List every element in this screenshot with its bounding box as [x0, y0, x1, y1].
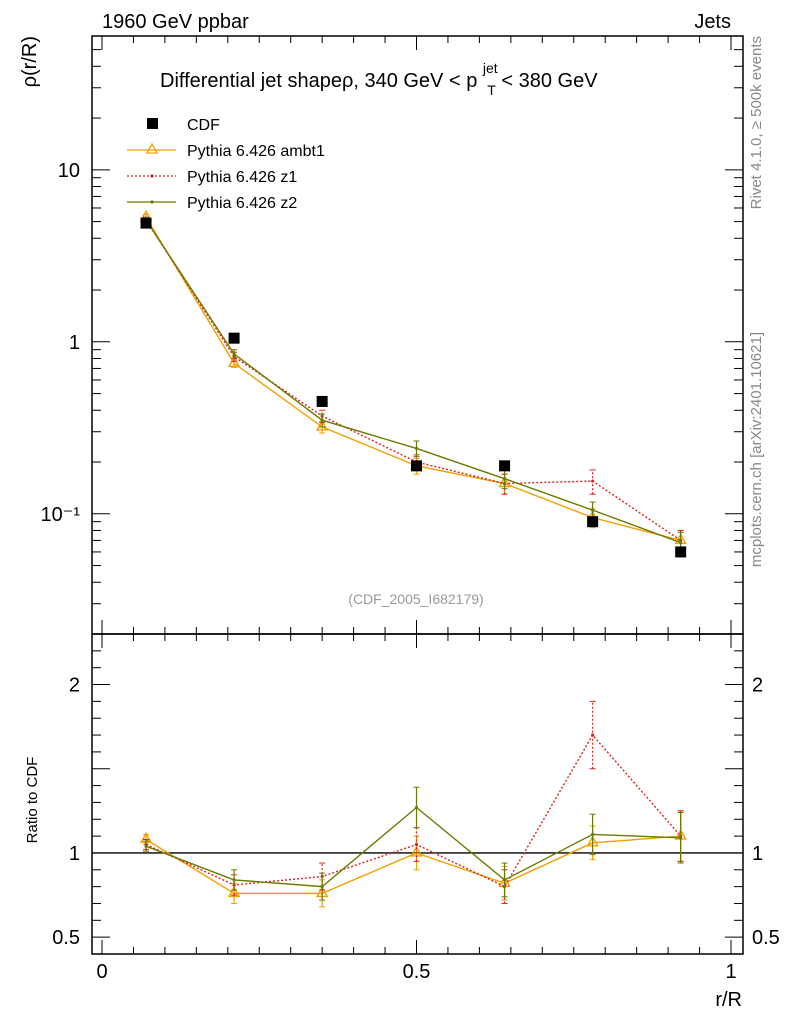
cdf-data-point — [499, 460, 511, 472]
ratio-series-layer — [139, 700, 687, 908]
cdf-data-point — [140, 217, 152, 229]
main-z2-marker — [502, 477, 507, 481]
y-tick-label: 10⁻¹ — [41, 504, 81, 526]
ratio-z2-marker — [502, 878, 507, 882]
main-axis-ticks: 10⁻¹ 1 10 — [41, 35, 743, 635]
title-sub: T — [487, 82, 496, 98]
main-z2-marker — [320, 418, 324, 422]
ratio-z1-marker — [414, 842, 419, 847]
legend-z2-label: Pythia 6.426 z2 — [187, 195, 297, 212]
main-z2-line — [145, 219, 681, 544]
x-tick-label: 0.5 — [403, 961, 431, 983]
legend-z1-marker — [150, 174, 154, 178]
ratio-z1-marker — [591, 733, 595, 737]
ratio-ambt1-line — [145, 835, 681, 895]
main-z1-marker — [591, 479, 595, 483]
title-suffix: < 380 GeV — [501, 70, 598, 92]
analysis-watermark: (CDF_2005_I682179) — [348, 591, 483, 607]
cdf-data-point — [675, 546, 687, 558]
y-axis-label: ρ(r/R) — [19, 36, 41, 87]
cdf-data-point — [411, 460, 422, 472]
y-tick-label: 1 — [69, 332, 80, 354]
ratio-z2-marker — [591, 832, 595, 837]
cdf-data-point — [316, 395, 328, 407]
x-tick-label: 1 — [725, 961, 736, 983]
ratio-tick-label-right: 2 — [752, 675, 763, 697]
legend-ambt1-marker — [145, 142, 159, 154]
ratio-tick-label-right: 0.5 — [752, 927, 780, 949]
title-sup: jet — [482, 60, 498, 76]
legend-cdf-label: CDF — [187, 117, 220, 134]
ratio-z2-marker — [144, 844, 148, 848]
ratio-z2-marker — [320, 885, 324, 889]
ratio-tick-label-right: 1 — [752, 843, 763, 865]
ratio-tick-label: 1 — [69, 843, 80, 865]
main-z1-line — [145, 219, 682, 542]
mcplots-label: mcplots.cern.ch [arXiv:2401.10621] — [748, 332, 765, 567]
main-ambt1-line — [145, 216, 681, 542]
ratio-plot-frame — [91, 633, 744, 955]
legend-cdf-marker — [147, 118, 158, 129]
ratio-axis-label: Ratio to CDF — [24, 757, 41, 844]
ratio-tick-label: 0.5 — [52, 927, 80, 949]
ratio-z2-marker — [414, 805, 419, 810]
main-series-layer — [139, 209, 687, 558]
cdf-data-point — [587, 516, 599, 528]
y-tick-label: 10 — [58, 160, 80, 182]
cdf-data-point — [228, 332, 240, 344]
legend-z2-marker — [150, 200, 154, 204]
legend-ambt1-label: Pythia 6.426 ambt1 — [187, 143, 325, 160]
main-z2-marker — [679, 540, 683, 545]
main-z2-marker — [414, 446, 419, 451]
main-ambt1-marker — [315, 419, 329, 431]
chart-title: Differential jet shapeρ, 340 GeV < p jet… — [160, 56, 598, 100]
header-left: 1960 GeV ppbar — [102, 11, 249, 33]
legend-z1-label: Pythia 6.426 z1 — [187, 169, 297, 186]
ratio-tick-label: 2 — [69, 675, 80, 697]
rivet-label: Rivet 4.1.0, ≥ 500k events — [748, 36, 765, 209]
x-tick-label: 0 — [96, 961, 107, 983]
title-prefix: Differential jet shapeρ, 340 GeV < p — [160, 70, 477, 92]
main-z2-marker — [232, 352, 236, 356]
ratio-z2-line — [145, 806, 681, 888]
x-axis-label: r/R — [715, 989, 742, 1011]
ratio-z2-marker — [232, 878, 236, 882]
legend: CDF Pythia 6.426 ambt1 Pythia 6.426 z1 P… — [127, 117, 325, 212]
ratio-ambt1-marker — [227, 885, 241, 898]
header-right: Jets — [694, 11, 731, 33]
main-z2-marker — [591, 508, 595, 512]
ratio-z2-marker — [679, 836, 683, 840]
